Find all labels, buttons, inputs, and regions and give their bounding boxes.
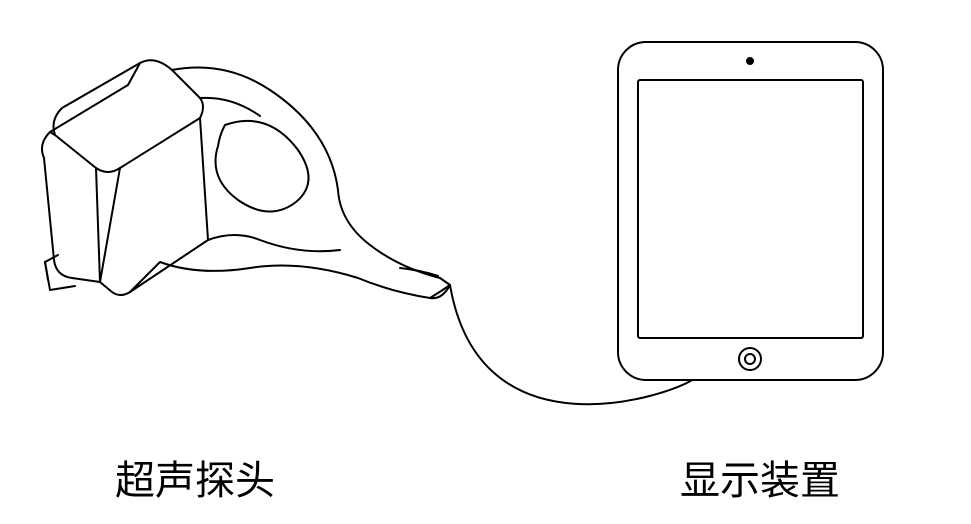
- cable-path: [450, 285, 692, 404]
- cable-drawing: [0, 0, 971, 524]
- diagram-canvas: 超声探头 显示装置: [0, 0, 971, 524]
- display-label: 显示装置: [680, 448, 840, 506]
- probe-label: 超声探头: [115, 448, 275, 506]
